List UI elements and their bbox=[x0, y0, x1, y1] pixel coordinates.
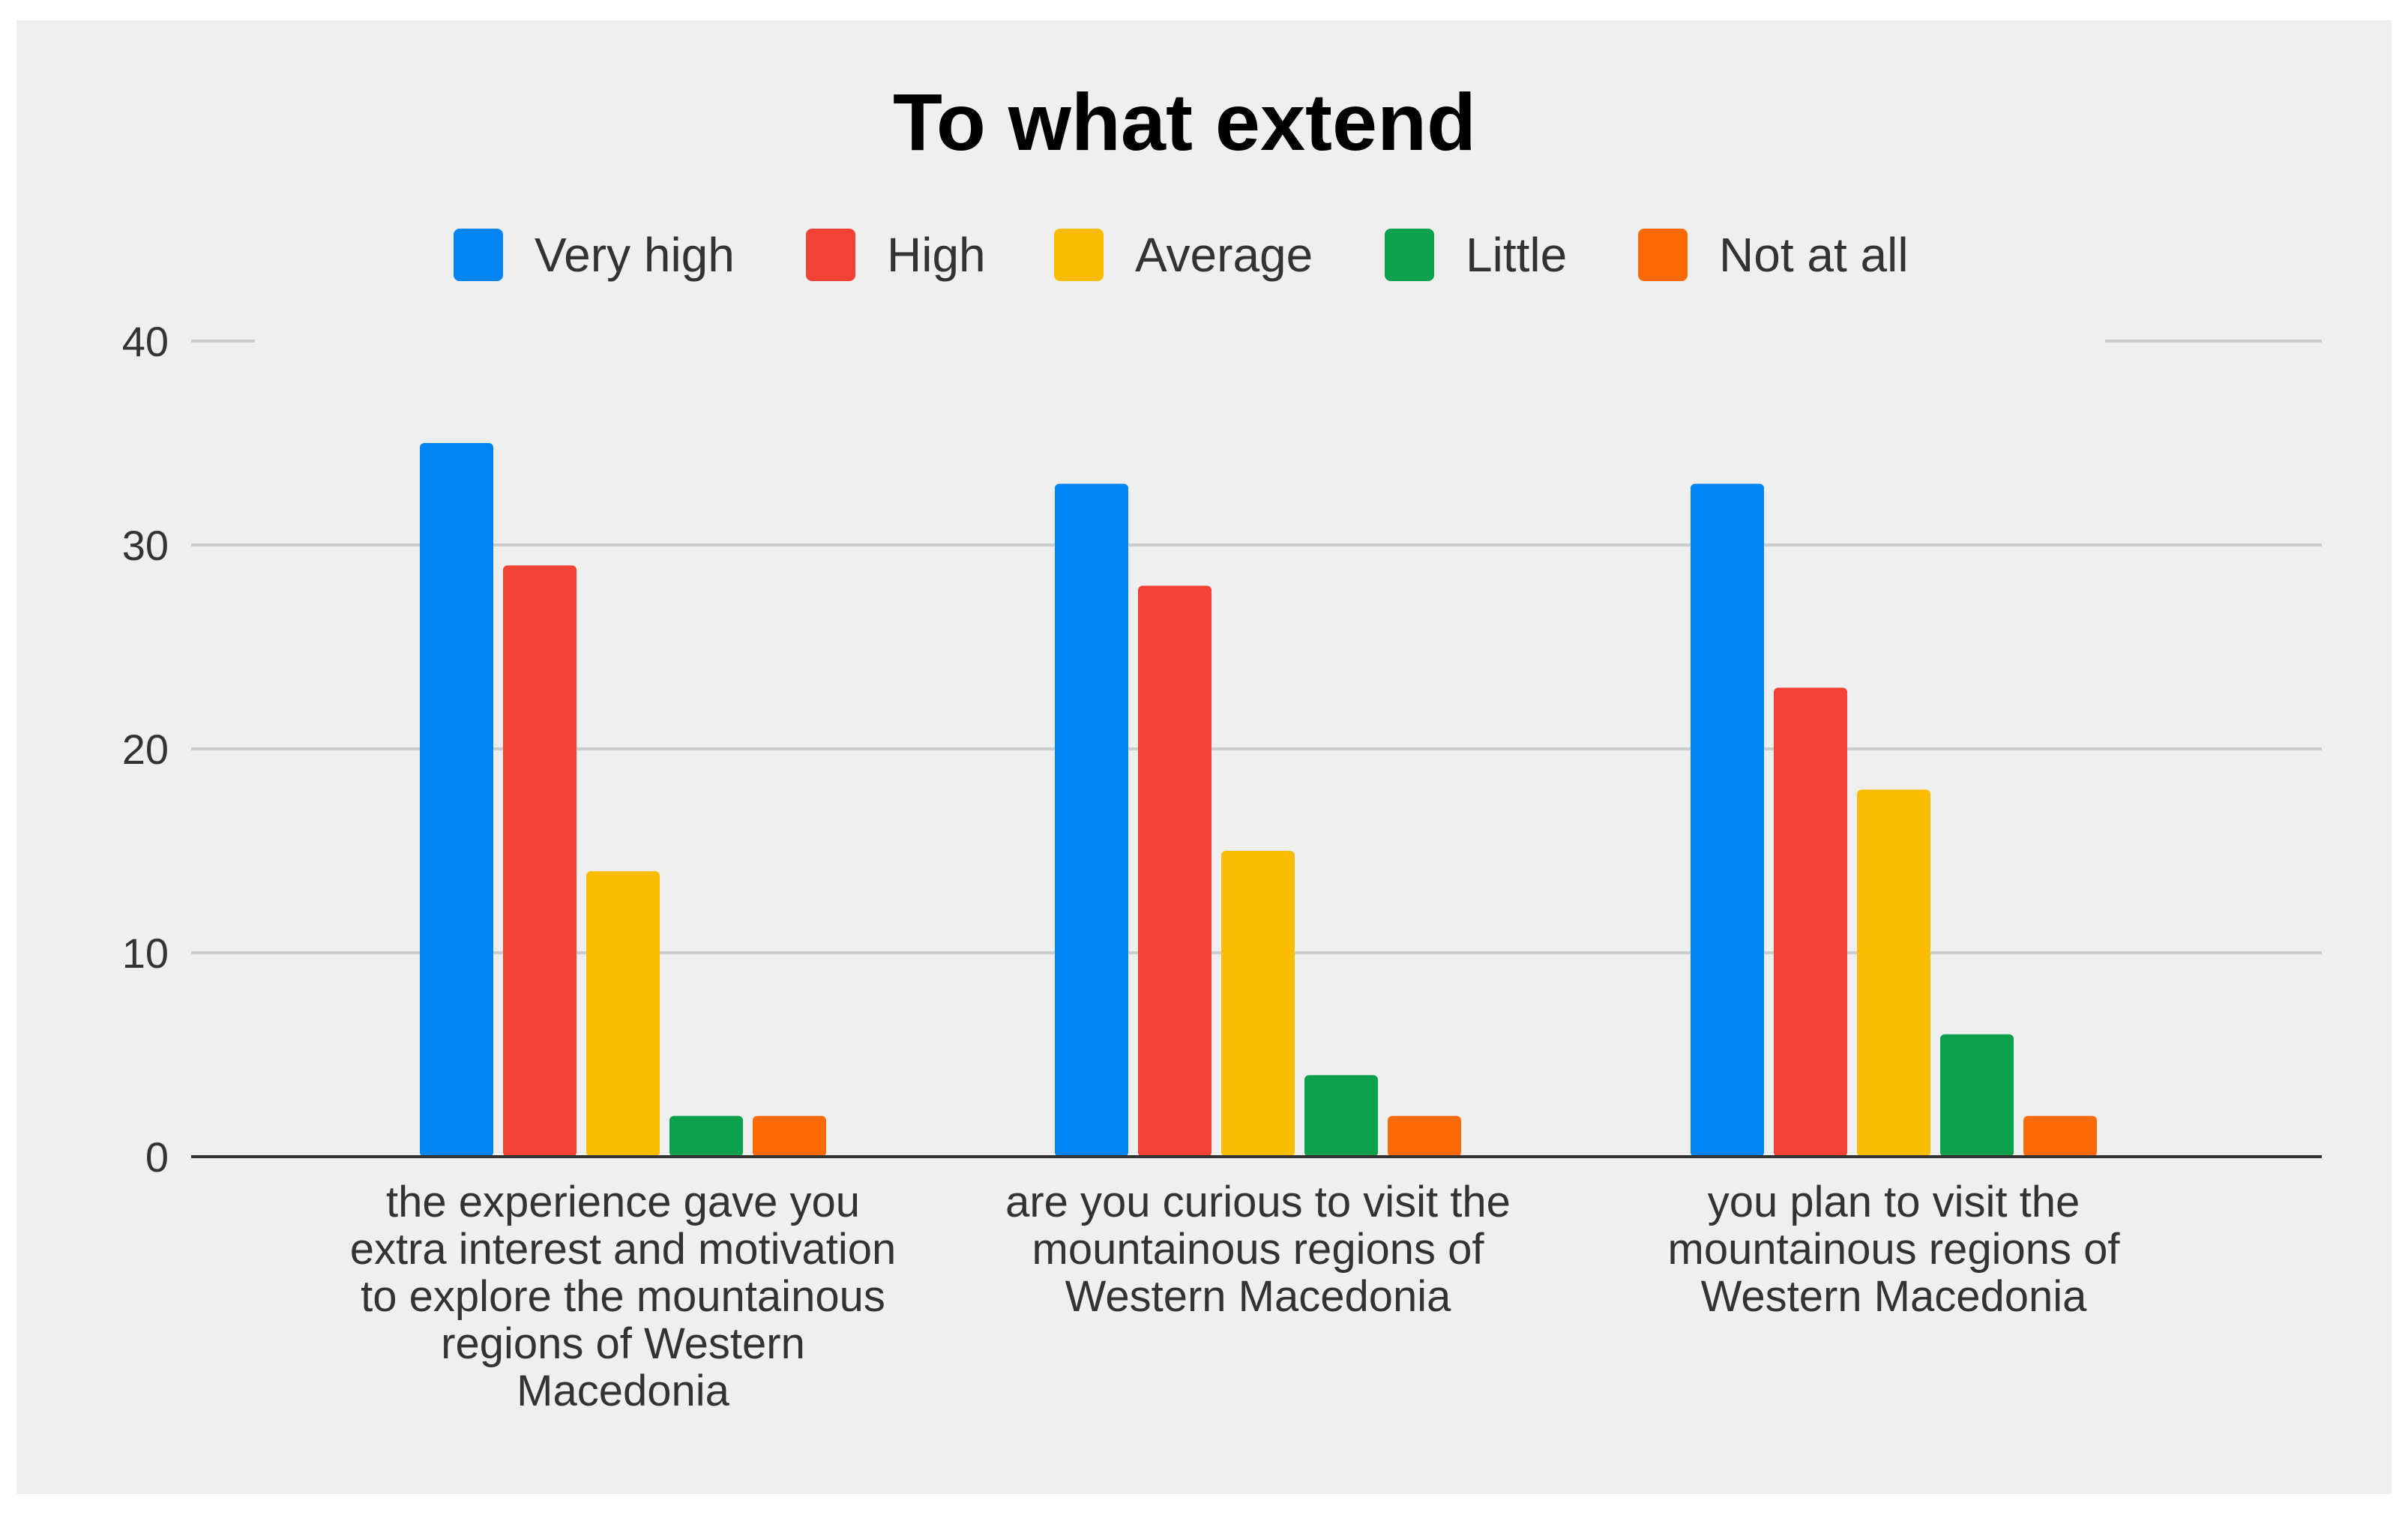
x-category-label: mountainous regions of bbox=[1668, 1225, 2121, 1274]
legend-label: High bbox=[887, 228, 986, 282]
bars bbox=[420, 443, 2097, 1157]
bar-average bbox=[1221, 851, 1295, 1157]
y-tick-label: 0 bbox=[145, 1133, 169, 1181]
bar-average bbox=[1857, 789, 1930, 1157]
legend-label: Little bbox=[1466, 228, 1567, 282]
bar-not-at-all bbox=[1388, 1115, 1461, 1157]
bar-high bbox=[1138, 585, 1211, 1157]
y-tick-label: 40 bbox=[122, 318, 169, 365]
bar-average bbox=[586, 871, 660, 1157]
y-axis-ticks: 0 10 20 30 40 bbox=[122, 318, 169, 1181]
y-tick-label: 10 bbox=[122, 930, 169, 977]
legend-label: Not at all bbox=[1719, 228, 1909, 282]
legend-label: Average bbox=[1135, 228, 1313, 282]
legend: Very high High Average Little Not at all bbox=[454, 228, 1909, 282]
x-category-label: mountainous regions of bbox=[1032, 1225, 1485, 1274]
bar-high bbox=[1774, 687, 1847, 1157]
x-category-label: you plan to visit the bbox=[1708, 1178, 2080, 1226]
y-tick-label: 30 bbox=[122, 522, 169, 569]
x-category-label: are you curious to visit the bbox=[1005, 1178, 1511, 1226]
bar-very-high bbox=[420, 443, 493, 1157]
x-category-label: to explore the mountainous bbox=[361, 1272, 885, 1321]
bar-little bbox=[1304, 1075, 1378, 1157]
legend-swatch-very-high bbox=[454, 229, 503, 281]
x-category-label: Macedonia bbox=[517, 1367, 729, 1415]
bar-little bbox=[669, 1115, 743, 1157]
bar-very-high bbox=[1055, 484, 1128, 1157]
y-tick-label: 20 bbox=[122, 726, 169, 773]
x-category-label: regions of Western bbox=[441, 1319, 805, 1368]
legend-swatch-high bbox=[806, 229, 855, 281]
bar-little bbox=[1940, 1034, 2014, 1157]
legend-label: Very high bbox=[535, 228, 735, 282]
legend-swatch-not-at-all bbox=[1638, 229, 1688, 281]
x-category-label: Western Macedonia bbox=[1065, 1272, 1451, 1321]
x-category-label: extra interest and motivation bbox=[350, 1225, 897, 1274]
x-category-label: Western Macedonia bbox=[1701, 1272, 2087, 1321]
x-category-label: the experience gave you bbox=[386, 1178, 860, 1226]
bar-high bbox=[503, 565, 577, 1157]
bar-not-at-all bbox=[2023, 1115, 2097, 1157]
bar-very-high bbox=[1691, 484, 1764, 1157]
chart-title: To what extend bbox=[893, 76, 1476, 167]
legend-swatch-average bbox=[1054, 229, 1104, 281]
legend-swatch-little bbox=[1385, 229, 1434, 281]
bar-not-at-all bbox=[753, 1115, 826, 1157]
